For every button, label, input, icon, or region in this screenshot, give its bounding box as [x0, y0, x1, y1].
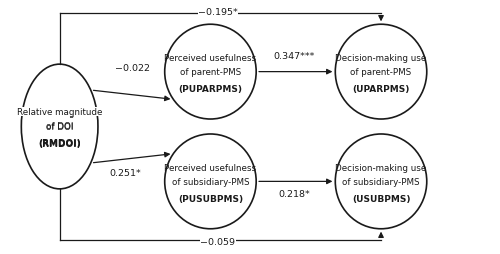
Text: Perceived usefulness: Perceived usefulness: [164, 164, 256, 172]
Text: (PUSUBPMS): (PUSUBPMS): [178, 194, 243, 203]
Text: of DOI: of DOI: [46, 121, 74, 130]
Text: 0.251*: 0.251*: [110, 168, 142, 178]
Text: Relative magnitude: Relative magnitude: [17, 108, 102, 117]
Text: −0.022: −0.022: [116, 64, 150, 73]
Text: Relative magnitude: Relative magnitude: [17, 108, 102, 117]
Text: (RMDOI): (RMDOI): [38, 139, 81, 148]
Text: Decision-making use: Decision-making use: [336, 54, 426, 63]
Text: of subsidiary-PMS: of subsidiary-PMS: [342, 177, 420, 186]
Text: −0.195*: −0.195*: [198, 8, 237, 17]
Text: (UPARPMS): (UPARPMS): [352, 85, 410, 94]
Text: of parent-PMS: of parent-PMS: [180, 68, 241, 77]
Text: 0.218*: 0.218*: [278, 189, 310, 199]
Text: Decision-making use: Decision-making use: [336, 164, 426, 172]
Text: −0.059: −0.059: [200, 237, 235, 246]
Text: (PUPARPMS): (PUPARPMS): [178, 85, 242, 94]
Text: of subsidiary-PMS: of subsidiary-PMS: [172, 177, 250, 186]
Text: of DOI: of DOI: [46, 122, 74, 132]
Text: (RMDOI): (RMDOI): [38, 139, 81, 148]
Text: Relative magnitude: Relative magnitude: [17, 109, 102, 118]
Text: Perceived usefulness: Perceived usefulness: [164, 54, 256, 63]
Text: (USUBPMS): (USUBPMS): [352, 194, 410, 203]
Text: of parent-PMS: of parent-PMS: [350, 68, 412, 77]
Text: 0.347***: 0.347***: [274, 52, 315, 61]
